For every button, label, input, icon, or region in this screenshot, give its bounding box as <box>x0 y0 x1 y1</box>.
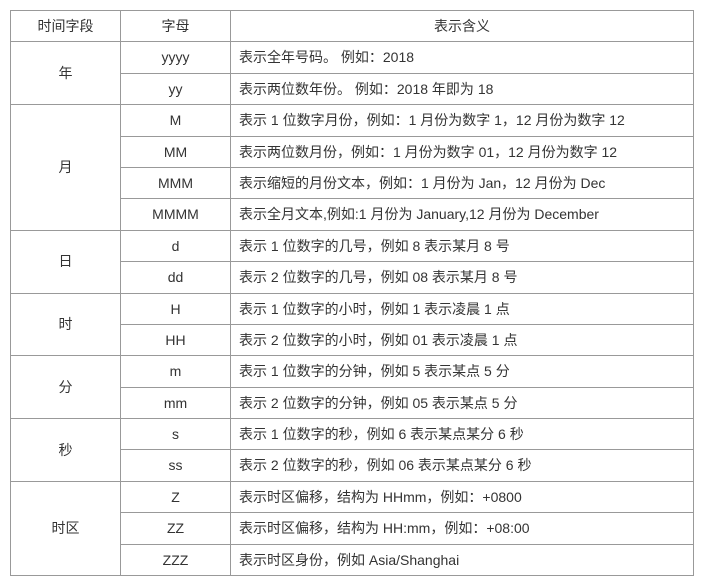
table-row: 年yyyy表示全年号码。 例如：2018 <box>11 42 694 73</box>
cell-meaning: 表示 1 位数字的小时，例如 1 表示凌晨 1 点 <box>231 293 694 324</box>
table-row: 时H表示 1 位数字的小时，例如 1 表示凌晨 1 点 <box>11 293 694 324</box>
cell-meaning: 表示 1 位数字月份，例如：1 月份为数字 1，12 月份为数字 12 <box>231 105 694 136</box>
cell-meaning: 表示 2 位数字的小时，例如 01 表示凌晨 1 点 <box>231 324 694 355</box>
cell-letter: H <box>121 293 231 324</box>
cell-meaning: 表示 2 位数字的秒，例如 06 表示某点某分 6 秒 <box>231 450 694 481</box>
cell-letter: ZZZ <box>121 544 231 575</box>
date-format-table: 时间字段 字母 表示含义 年yyyy表示全年号码。 例如：2018yy表示两位数… <box>10 10 694 576</box>
cell-letter: mm <box>121 387 231 418</box>
cell-meaning: 表示时区身份，例如 Asia/Shanghai <box>231 544 694 575</box>
table-header-row: 时间字段 字母 表示含义 <box>11 11 694 42</box>
cell-letter: yyyy <box>121 42 231 73</box>
cell-letter: HH <box>121 324 231 355</box>
header-field: 时间字段 <box>11 11 121 42</box>
cell-meaning: 表示两位数年份。 例如：2018 年即为 18 <box>231 73 694 104</box>
cell-meaning: 表示全年号码。 例如：2018 <box>231 42 694 73</box>
cell-letter: MMMM <box>121 199 231 230</box>
cell-field: 时区 <box>11 481 121 575</box>
cell-field: 时 <box>11 293 121 356</box>
header-letter: 字母 <box>121 11 231 42</box>
cell-letter: dd <box>121 262 231 293</box>
cell-meaning: 表示全月文本,例如:1 月份为 January,12 月份为 December <box>231 199 694 230</box>
cell-meaning: 表示 1 位数字的分钟，例如 5 表示某点 5 分 <box>231 356 694 387</box>
cell-letter: Z <box>121 481 231 512</box>
cell-letter: M <box>121 105 231 136</box>
cell-field: 秒 <box>11 419 121 482</box>
cell-letter: yy <box>121 73 231 104</box>
cell-meaning: 表示两位数月份，例如：1 月份为数字 01，12 月份为数字 12 <box>231 136 694 167</box>
cell-meaning: 表示缩短的月份文本，例如：1 月份为 Jan，12 月份为 Dec <box>231 167 694 198</box>
table-row: 月M表示 1 位数字月份，例如：1 月份为数字 1，12 月份为数字 12 <box>11 105 694 136</box>
cell-letter: m <box>121 356 231 387</box>
cell-meaning: 表示 2 位数字的几号，例如 08 表示某月 8 号 <box>231 262 694 293</box>
cell-letter: ZZ <box>121 513 231 544</box>
table-row: 日d表示 1 位数字的几号，例如 8 表示某月 8 号 <box>11 230 694 261</box>
cell-letter: s <box>121 419 231 450</box>
header-meaning: 表示含义 <box>231 11 694 42</box>
table-row: 时区Z表示时区偏移，结构为 HHmm，例如：+0800 <box>11 481 694 512</box>
cell-meaning: 表示 1 位数字的几号，例如 8 表示某月 8 号 <box>231 230 694 261</box>
table-row: 秒s表示 1 位数字的秒，例如 6 表示某点某分 6 秒 <box>11 419 694 450</box>
cell-letter: MM <box>121 136 231 167</box>
cell-field: 月 <box>11 105 121 231</box>
cell-meaning: 表示时区偏移，结构为 HH:mm，例如：+08:00 <box>231 513 694 544</box>
cell-meaning: 表示 2 位数字的分钟，例如 05 表示某点 5 分 <box>231 387 694 418</box>
cell-field: 年 <box>11 42 121 105</box>
cell-letter: MMM <box>121 167 231 198</box>
cell-letter: ss <box>121 450 231 481</box>
table-row: 分m表示 1 位数字的分钟，例如 5 表示某点 5 分 <box>11 356 694 387</box>
cell-letter: d <box>121 230 231 261</box>
cell-field: 分 <box>11 356 121 419</box>
cell-meaning: 表示 1 位数字的秒，例如 6 表示某点某分 6 秒 <box>231 419 694 450</box>
cell-field: 日 <box>11 230 121 293</box>
cell-meaning: 表示时区偏移，结构为 HHmm，例如：+0800 <box>231 481 694 512</box>
